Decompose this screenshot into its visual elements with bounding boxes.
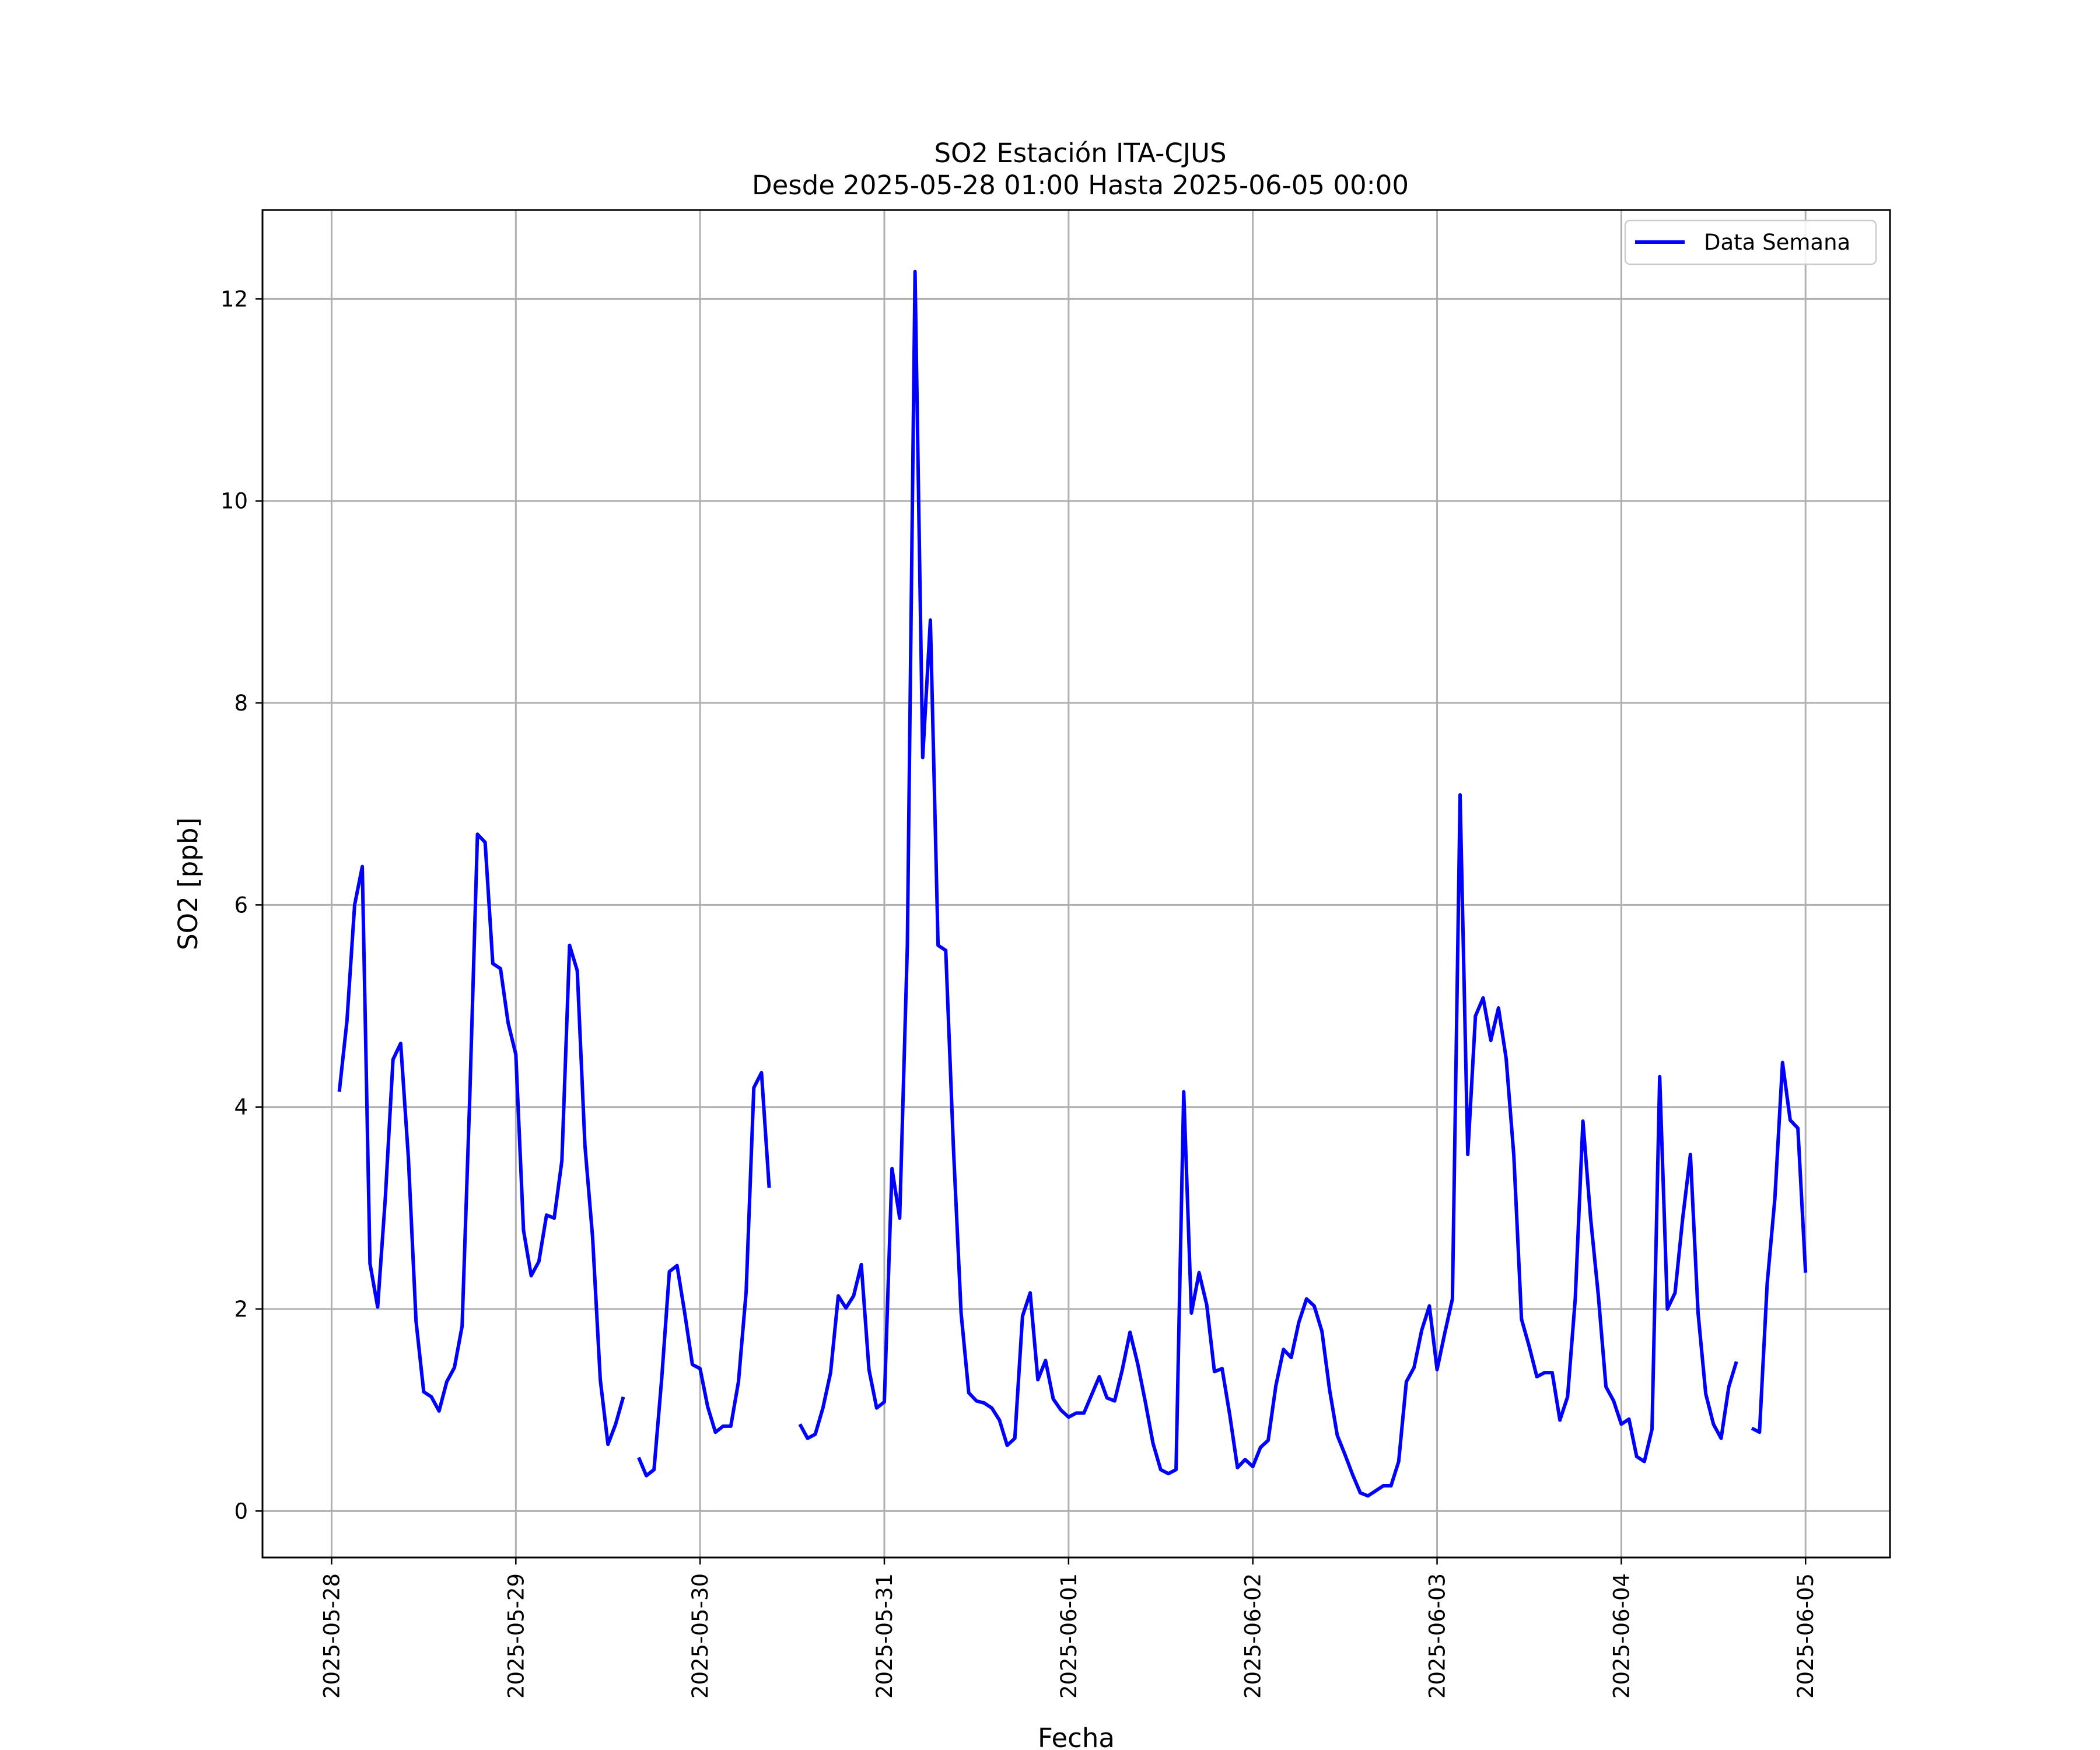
x-tick-label: 2025-06-04	[1609, 1573, 1634, 1699]
x-tick-label: 2025-06-02	[1241, 1573, 1266, 1699]
y-tick-label: 8	[234, 691, 248, 716]
y-tick-label: 4	[234, 1095, 248, 1120]
y-tick-label: 10	[220, 489, 248, 514]
x-tick-label: 2025-05-30	[688, 1573, 713, 1699]
y-tick-label: 6	[234, 892, 248, 918]
plot-area-frame	[261, 209, 1891, 1559]
y-axis-label: SO2 [ppb]	[173, 817, 204, 950]
y-tick-label: 12	[220, 286, 248, 312]
series-line-segment	[337, 832, 625, 1447]
y-tick-label: 2	[234, 1297, 248, 1322]
x-axis-label: Fecha	[1038, 1723, 1115, 1750]
x-tick-label: 2025-06-05	[1793, 1573, 1818, 1699]
series-line-segment	[637, 1070, 771, 1478]
y-tick-label: 0	[234, 1499, 248, 1524]
x-tick-label: 2025-05-28	[319, 1573, 344, 1699]
y-axis-ticks: 0 2 4 6 8 10 12	[220, 286, 262, 1524]
series-data-semana	[337, 270, 1808, 1498]
legend: Data Semana	[1624, 219, 1877, 265]
legend-label-data-semana: Data Semana	[1704, 230, 1850, 255]
grid	[262, 210, 1890, 1558]
series-line-segment	[798, 270, 1738, 1498]
legend-box	[1624, 219, 1877, 265]
chart-title: SO2 Estación ITA-CJUS	[934, 138, 1226, 169]
x-tick-label: 2025-05-31	[872, 1573, 897, 1699]
x-tick-label: 2025-05-29	[503, 1573, 528, 1699]
series-line-segment	[1751, 1060, 1808, 1434]
chart-subtitle: Desde 2025-05-28 01:00 Hasta 2025-06-05 …	[752, 170, 1409, 201]
x-tick-label: 2025-06-01	[1056, 1573, 1082, 1699]
x-axis-ticks: 2025-05-28 2025-05-29 2025-05-30 2025-05-31…	[319, 1558, 1818, 1699]
x-tick-label: 2025-06-03	[1425, 1573, 1450, 1699]
